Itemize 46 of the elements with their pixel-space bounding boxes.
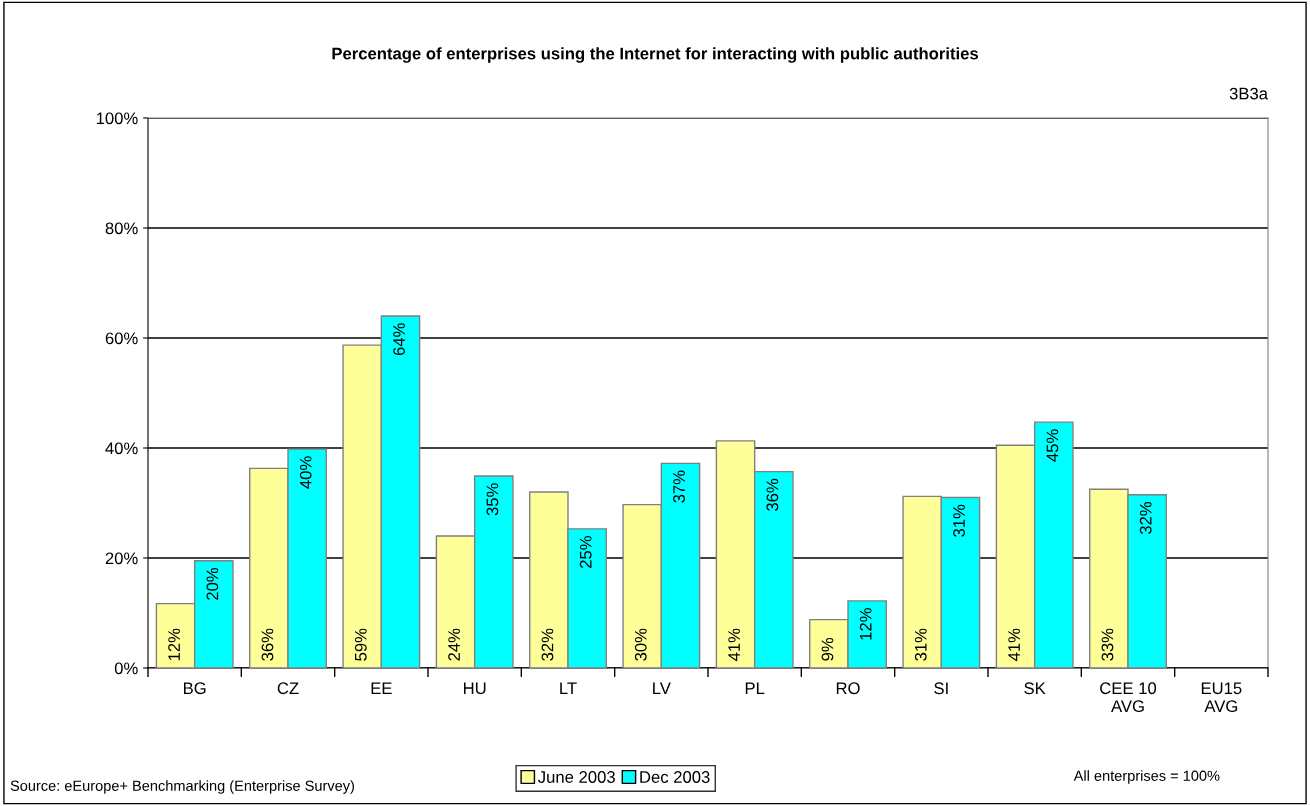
y-tick-label: 40% — [105, 442, 138, 455]
x-tick-label: SK — [1024, 682, 1046, 695]
data-label: 36% — [766, 478, 779, 511]
data-label: 31% — [914, 628, 927, 661]
y-tick-label: 20% — [105, 552, 138, 565]
data-label: 9% — [821, 637, 834, 661]
data-label: 12% — [168, 628, 180, 661]
text: All enterprises = 100% — [1073, 770, 1220, 784]
x-tick-label: RO — [836, 682, 860, 695]
data-label: 40% — [299, 456, 312, 489]
data-label: 45% — [1046, 429, 1059, 462]
data-label: 32% — [541, 628, 554, 661]
source-note: Source: eEurope+ Benchmarking (Enterprise Survey) — [10, 780, 354, 794]
data-label: 33% — [1101, 628, 1114, 661]
x-tick-label: EU15 AVG — [1201, 682, 1242, 713]
x-tick-label: LT — [560, 682, 577, 694]
data-label: 64% — [393, 323, 405, 356]
data-label: 32% — [1139, 501, 1152, 535]
legend-label: Dec 2003 — [640, 771, 710, 783]
chart-title: Percentage of enterprises using the Internet for interacting with public authorities — [332, 47, 978, 63]
data-label: 41% — [728, 628, 740, 662]
x-tick-label: PL — [745, 682, 765, 694]
data-label: 31% — [953, 504, 965, 537]
y-tick-label: 100% — [96, 112, 138, 125]
y-tick-label: 80% — [105, 222, 138, 235]
x-tick-label: CEE 10 AVG — [1100, 682, 1157, 713]
x-tick-label: BG — [183, 682, 206, 695]
data-label: 41% — [1008, 628, 1020, 662]
data-label: 35% — [486, 483, 499, 516]
x-tick-label: LV — [653, 682, 671, 694]
x-tick-label: EE — [371, 682, 392, 694]
data-label: 25% — [579, 536, 592, 568]
y-tick-label: 0% — [114, 662, 138, 675]
data-label: 24% — [448, 628, 460, 661]
data-label: 12% — [859, 608, 872, 640]
text: 3B3a — [1229, 87, 1268, 100]
data-label: 30% — [634, 628, 647, 661]
x-tick-label: HU — [464, 682, 486, 695]
y-tick-label: 60% — [105, 332, 138, 345]
x-tick-label: SI — [934, 682, 948, 695]
data-label: 59% — [354, 628, 367, 661]
x-tick-label: CZ — [277, 682, 299, 695]
data-label: 37% — [673, 470, 685, 503]
data-label: 20% — [206, 567, 219, 600]
data-label: 36% — [261, 628, 274, 661]
legend-label: June 2003 — [538, 771, 615, 783]
